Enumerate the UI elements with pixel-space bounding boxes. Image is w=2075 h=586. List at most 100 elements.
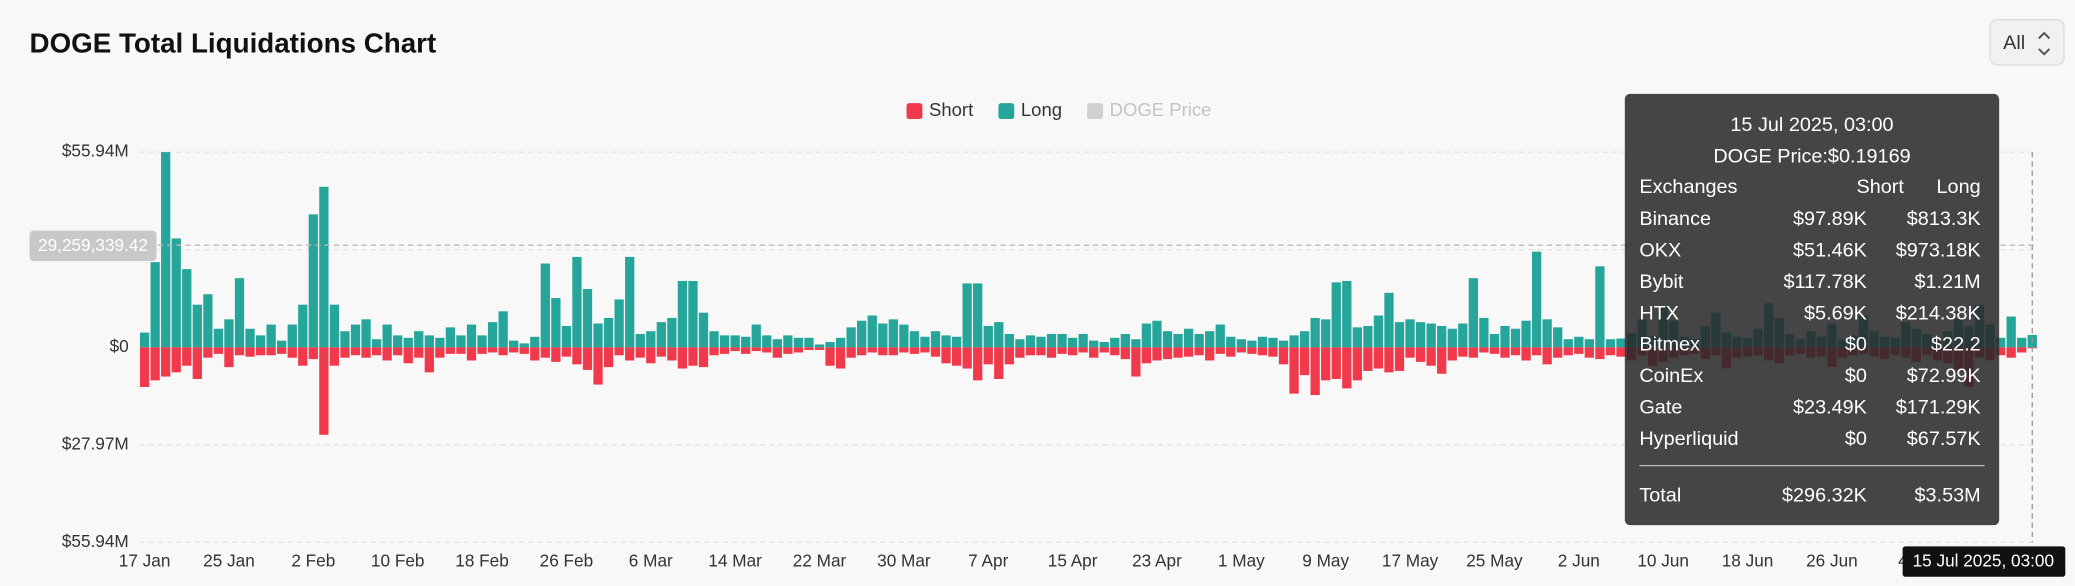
bar — [603, 347, 614, 368]
bar — [1500, 347, 1510, 358]
tooltip-box — [1624, 93, 2000, 526]
bar — [762, 347, 772, 353]
bar — [424, 347, 434, 373]
bar — [340, 331, 350, 348]
tooltip-total: $3.53M — [1915, 484, 1981, 506]
bar — [709, 347, 719, 356]
bar — [1605, 347, 1616, 356]
bar — [350, 347, 361, 356]
bar — [878, 323, 888, 348]
bar — [1278, 347, 1289, 365]
bar — [1036, 336, 1046, 348]
bar — [994, 347, 1004, 379]
bar — [277, 340, 287, 348]
bar — [161, 347, 171, 377]
tooltip-cell: Gate — [1639, 397, 1682, 419]
selector-box[interactable] — [1989, 19, 2065, 66]
bar — [1162, 347, 1173, 360]
selector-label[interactable]: All — [2003, 32, 2025, 54]
bar — [456, 335, 466, 348]
bar — [1205, 347, 1215, 361]
bar — [161, 152, 171, 348]
bar — [582, 288, 593, 348]
bar — [1531, 251, 1542, 348]
bar — [171, 347, 181, 373]
bar — [1363, 347, 1373, 371]
bar — [1173, 347, 1183, 358]
bar — [1194, 333, 1204, 348]
bar — [1057, 347, 1067, 354]
bar — [1542, 347, 1552, 365]
bar — [1489, 333, 1500, 348]
x-tick-label: 26 Jun — [1806, 551, 1858, 571]
bar — [867, 315, 877, 348]
bar — [1458, 323, 1468, 348]
bar — [1067, 337, 1078, 348]
bar — [1331, 282, 1341, 348]
bar — [1384, 292, 1394, 348]
bar — [857, 347, 867, 356]
bar — [1046, 333, 1057, 348]
bar — [435, 347, 445, 358]
legend-swatch — [906, 103, 923, 120]
bar — [1479, 317, 1489, 348]
legend-swatch — [1087, 103, 1104, 120]
range-selector[interactable]: All — [1989, 19, 2065, 66]
chart-title: DOGE Total Liquidations Chart — [30, 27, 437, 58]
bar — [793, 347, 804, 353]
bar — [1015, 347, 1025, 358]
bar — [846, 327, 856, 348]
bar — [245, 347, 255, 357]
legend-swatch — [998, 103, 1015, 120]
tooltip-total: $296.32K — [1782, 484, 1867, 506]
bar — [825, 342, 835, 348]
bar — [973, 283, 983, 348]
tooltip-cell: OKX — [1639, 239, 1681, 261]
bar — [698, 347, 709, 368]
bar — [1373, 315, 1384, 348]
bar — [371, 347, 382, 356]
bar — [1521, 320, 1531, 348]
bar — [393, 347, 403, 356]
bar — [1278, 340, 1289, 348]
bar — [319, 347, 329, 435]
bar — [1479, 347, 1489, 353]
bar — [719, 347, 730, 354]
bar — [1510, 347, 1521, 356]
bar — [2006, 316, 2016, 348]
bar — [1099, 342, 1109, 348]
bar — [1584, 339, 1594, 348]
x-tick-label: 9 May — [1302, 551, 1349, 571]
bar — [593, 347, 603, 385]
bar — [1447, 347, 1457, 361]
bar — [741, 347, 751, 354]
bar — [888, 319, 898, 348]
bar — [203, 294, 213, 348]
bar — [1162, 331, 1173, 348]
bar — [561, 325, 572, 348]
bar — [635, 347, 645, 358]
tooltip-cell: Bitmex — [1639, 334, 1700, 356]
bar — [1025, 335, 1036, 348]
x-tick-label: 30 Mar — [877, 551, 931, 571]
bar — [1289, 347, 1299, 394]
bar — [213, 347, 224, 354]
tooltip-cell: $97.89K — [1793, 208, 1867, 230]
tooltip-cell: CoinEx — [1639, 365, 1703, 387]
bar — [656, 347, 666, 357]
bar — [1099, 347, 1109, 353]
bar — [287, 347, 297, 358]
bar — [445, 327, 456, 348]
selector-chevrons — [2038, 31, 2051, 56]
crosshair-y-box — [29, 230, 157, 262]
tooltip-cell: $1.21M — [1915, 271, 1981, 293]
tooltip-cell: $0 — [1845, 365, 1867, 387]
bar — [1426, 323, 1436, 348]
bar — [466, 324, 477, 348]
bar — [1331, 347, 1341, 379]
x-tick-label: 10 Jun — [1637, 551, 1689, 571]
bar — [1352, 347, 1362, 381]
bar — [1025, 347, 1036, 356]
bar — [1268, 337, 1278, 348]
